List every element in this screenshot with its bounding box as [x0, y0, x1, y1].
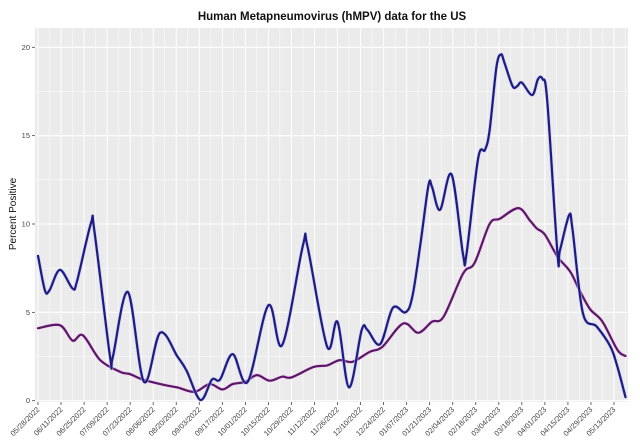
y-axis-ticks: 0 5 10 15 20 [22, 43, 35, 405]
chart-title: Human Metapneumovirus (hMPV) data for th… [198, 11, 467, 23]
y-tick-label: 5 [26, 308, 30, 317]
series-lines [36, 52, 628, 402]
y-tick-label: 0 [26, 396, 30, 405]
y-tick-label: 10 [22, 220, 30, 229]
y-axis-label: Percent Positive [8, 177, 19, 250]
y-tick-label: 20 [22, 43, 30, 52]
x-axis-ticks: 05/28/202206/11/202206/25/202207/09/2022… [9, 402, 617, 438]
series-line-weekly [36, 53, 627, 402]
y-tick-label: 15 [22, 131, 30, 140]
